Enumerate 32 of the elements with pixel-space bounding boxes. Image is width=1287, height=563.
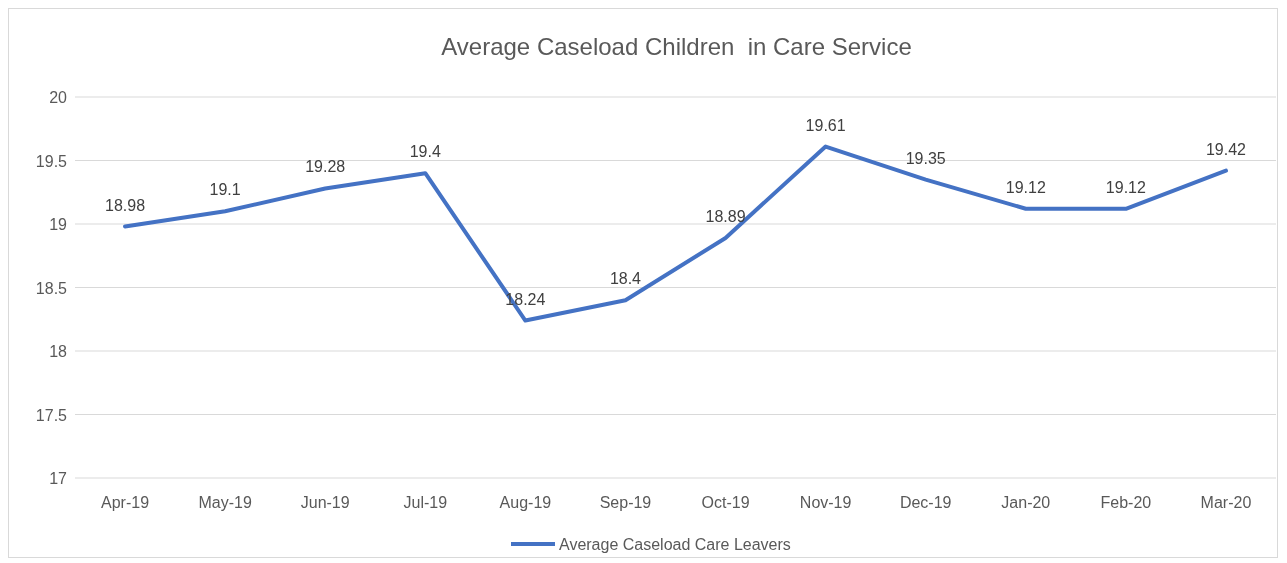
x-tick-label: Oct-19 xyxy=(701,494,750,511)
x-tick-label: Dec-19 xyxy=(899,494,952,511)
data-label: 18.4 xyxy=(609,270,642,288)
x-tick-label: Aug-19 xyxy=(499,494,552,511)
data-label: 19.1 xyxy=(209,181,241,199)
data-label: 18.89 xyxy=(705,207,746,225)
y-tick-label: 18.5 xyxy=(35,279,68,297)
data-label: 18.98 xyxy=(105,196,146,214)
y-tick-label: 18 xyxy=(49,343,68,360)
y-tick-label: 20 xyxy=(49,89,68,106)
chart-title: Average Caseload Children in Care Service xyxy=(441,33,912,60)
x-tick-label: Feb-20 xyxy=(1100,494,1152,511)
data-label: 19.28 xyxy=(305,158,346,176)
x-tick-label: Nov-19 xyxy=(799,494,852,511)
data-label: 19.35 xyxy=(905,149,946,167)
y-tick-label: 17.5 xyxy=(35,406,68,424)
legend-label: Average Caseload Care Leavers xyxy=(559,536,791,553)
data-label: 19.12 xyxy=(1005,178,1046,196)
x-tick-label: Jan-20 xyxy=(1001,494,1051,511)
x-tick-label: Jul-19 xyxy=(403,494,448,511)
y-tick-label: 19.5 xyxy=(35,152,68,170)
x-tick-label: Apr-19 xyxy=(101,494,150,511)
data-label: 19.61 xyxy=(805,116,846,134)
data-label: 19.4 xyxy=(409,143,441,161)
x-tick-label: May-19 xyxy=(198,494,252,511)
y-tick-label: 19 xyxy=(49,216,68,233)
data-label: 19.42 xyxy=(1205,140,1247,158)
x-tick-label: Jun-19 xyxy=(300,494,350,511)
data-label: 19.12 xyxy=(1105,178,1146,196)
y-tick-label: 17 xyxy=(49,470,68,487)
x-tick-label: Mar-20 xyxy=(1200,494,1252,511)
x-tick-label: Sep-19 xyxy=(599,494,652,511)
